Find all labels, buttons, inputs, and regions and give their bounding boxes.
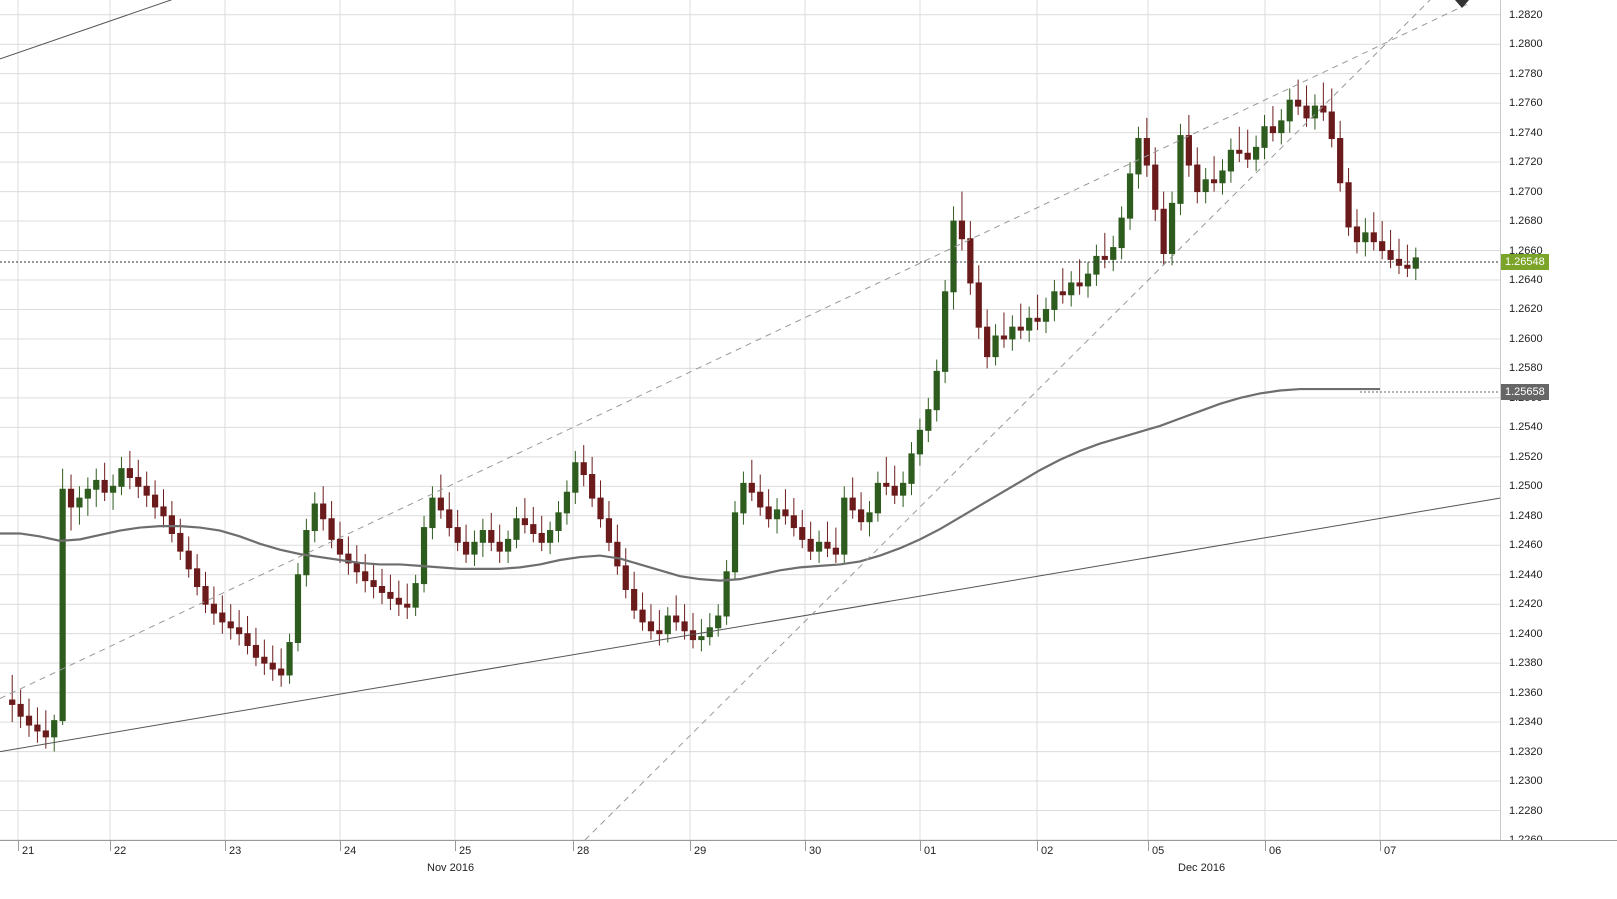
price-axis-tick: 1.2640 bbox=[1509, 274, 1543, 286]
price-axis-tick: 1.2460 bbox=[1509, 539, 1543, 552]
price-axis-tick: 1.2660 bbox=[1509, 244, 1543, 257]
time-axis-tick-label: 22 bbox=[114, 845, 127, 857]
price-axis-tick: 1.2620 bbox=[1509, 303, 1543, 316]
moving-average-price-badge: 1.25658 bbox=[1501, 384, 1549, 400]
time-axis-month-label: Nov 2016 bbox=[427, 862, 475, 874]
time-axis-tickmark bbox=[690, 841, 691, 851]
price-axis-tick: 1.2420 bbox=[1509, 598, 1543, 611]
time-axis-tickmark bbox=[1148, 841, 1149, 851]
price-axis-tick: 1.2800 bbox=[1509, 38, 1543, 51]
price-axis-tick: 1.2580 bbox=[1509, 362, 1543, 375]
time-axis-tickmark bbox=[18, 841, 19, 851]
time-axis-tickmark bbox=[455, 841, 456, 851]
price-axis-tick: 1.2540 bbox=[1509, 421, 1543, 434]
price-axis-tick: 1.2740 bbox=[1509, 126, 1543, 139]
time-axis-tick-label: 06 bbox=[1269, 845, 1282, 857]
time-axis-tick-label: 23 bbox=[229, 845, 242, 857]
time-axis[interactable]: 21 22 23 24 25 28 29 30 01 02 05 06 07 Nov 2016 Dec 20… bbox=[0, 840, 1617, 899]
price-axis-tick: 1.2380 bbox=[1509, 657, 1543, 670]
chart-gridlines bbox=[0, 0, 1500, 840]
price-axis-tick: 1.2480 bbox=[1509, 509, 1543, 522]
price-axis-tick: 1.2500 bbox=[1509, 480, 1543, 493]
time-axis-tick-label: 21 bbox=[22, 845, 35, 857]
time-axis-tickmark bbox=[1265, 841, 1266, 851]
time-axis-tick-label: 01 bbox=[924, 845, 937, 857]
time-axis-tick-label: 24 bbox=[344, 845, 357, 857]
time-axis-tick-label: 30 bbox=[809, 845, 822, 857]
price-axis-tick: 1.2700 bbox=[1509, 185, 1543, 198]
chart-series-layer bbox=[0, 0, 1500, 840]
price-axis-tick: 1.2820 bbox=[1509, 8, 1543, 21]
time-axis-tickmark bbox=[110, 841, 111, 851]
price-axis-tick: 1.2520 bbox=[1509, 450, 1543, 463]
price-axis-tick: 1.2440 bbox=[1509, 568, 1543, 581]
time-axis-tickmark bbox=[1037, 841, 1038, 851]
price-cursor-arrow-icon bbox=[1455, 0, 1469, 8]
price-axis-tick: 1.2280 bbox=[1509, 804, 1543, 817]
time-axis-tickmark bbox=[1380, 841, 1381, 851]
price-axis-tick: 1.2760 bbox=[1509, 97, 1543, 110]
price-axis-tick: 1.2400 bbox=[1509, 627, 1543, 640]
price-axis-tick: 1.2340 bbox=[1509, 716, 1543, 729]
price-axis-tick: 1.2720 bbox=[1509, 156, 1543, 169]
time-axis-tick-label: 07 bbox=[1384, 845, 1397, 857]
time-axis-tick-label: 29 bbox=[694, 845, 707, 857]
time-axis-tickmark bbox=[573, 841, 574, 851]
time-axis-tick-label: 28 bbox=[577, 845, 590, 857]
time-axis-tickmark bbox=[805, 841, 806, 851]
time-axis-tickmark bbox=[340, 841, 341, 851]
chart-plot-area[interactable] bbox=[0, 0, 1500, 840]
price-axis[interactable]: 1.2820 1.2800 1.2780 1.2760 1.2740 1.2720 1.27… bbox=[1500, 0, 1617, 846]
time-axis-tick-label: 05 bbox=[1152, 845, 1165, 857]
price-axis-tick: 1.2320 bbox=[1509, 745, 1543, 758]
time-axis-tick-label: 02 bbox=[1041, 845, 1054, 857]
time-axis-tick-label: 25 bbox=[459, 845, 472, 857]
time-axis-tickmark bbox=[920, 841, 921, 851]
current-price-badge: 1.26548 bbox=[1501, 254, 1549, 270]
time-axis-month-label: Dec 2016 bbox=[1178, 862, 1226, 874]
price-axis-tick: 1.2780 bbox=[1509, 67, 1543, 80]
price-axis-tick: 1.2600 bbox=[1509, 332, 1543, 345]
time-axis-tickmark bbox=[225, 841, 226, 851]
price-axis-tick: 1.2300 bbox=[1509, 775, 1543, 788]
price-axis-tick: 1.2680 bbox=[1509, 215, 1543, 228]
price-axis-tick: 1.2360 bbox=[1509, 686, 1543, 699]
